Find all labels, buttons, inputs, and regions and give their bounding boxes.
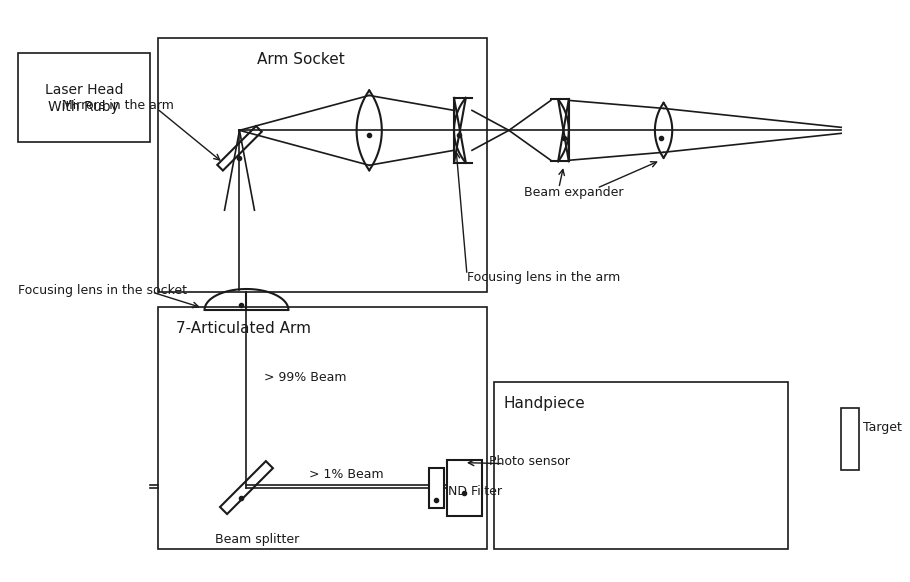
Text: Target: Target	[864, 421, 902, 434]
Bar	[18, 52, 149, 143]
Text: > 1% Beam: > 1% Beam	[309, 468, 384, 481]
Polygon shape	[220, 461, 273, 514]
Bar	[157, 307, 487, 549]
Text: Focusing lens in the arm: Focusing lens in the arm	[467, 271, 621, 283]
Text: > 99% Beam: > 99% Beam	[265, 371, 347, 384]
Bar	[447, 460, 482, 516]
Text: Focusing lens in the socket: Focusing lens in the socket	[18, 283, 187, 296]
Bar	[494, 382, 788, 549]
Text: Laser Head: Laser Head	[45, 83, 123, 97]
Text: With Ruby: With Ruby	[48, 100, 119, 115]
Text: Photo sensor: Photo sensor	[489, 455, 570, 468]
Text: Mirrors in the arm: Mirrors in the arm	[62, 99, 174, 112]
Text: Beam splitter: Beam splitter	[215, 533, 298, 546]
Polygon shape	[217, 126, 262, 171]
Text: Handpiece: Handpiece	[504, 396, 586, 411]
Bar	[157, 38, 487, 292]
Text: ND Filter: ND Filter	[448, 485, 502, 498]
Text: 7-Articulated Arm: 7-Articulated Arm	[176, 321, 310, 336]
Bar	[430, 467, 444, 508]
Text: Arm Socket: Arm Socket	[258, 52, 345, 67]
Text: Beam expander: Beam expander	[524, 186, 623, 198]
Bar	[841, 408, 859, 470]
